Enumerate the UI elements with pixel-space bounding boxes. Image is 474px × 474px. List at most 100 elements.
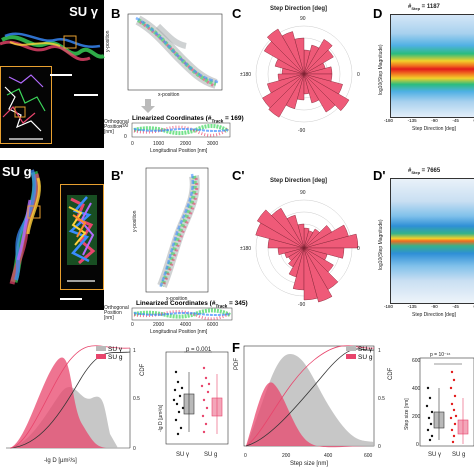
heatmap-xlabel: Step Direction [deg]: [412, 312, 456, 318]
rose-tick-90: 90: [300, 190, 306, 196]
panel-label-b-prime: B': [111, 168, 124, 183]
e-cdf-label: CDF: [140, 363, 146, 376]
rose-tick-90: 90: [300, 16, 306, 22]
panel-b-prime-plot: [145, 167, 209, 293]
longitudinal-axis-label: Longitudinal Position [nm]: [150, 329, 208, 335]
rose-wedge: [267, 238, 305, 249]
xtick: 2000: [153, 322, 165, 328]
f-xtick: 600: [364, 453, 373, 459]
inset-zoom-su-gamma: [0, 66, 52, 144]
heatmap-xticks: -180-135-90-450: [384, 304, 474, 309]
orthogonal-axis-label: Orthogonal Position [nm]: [104, 305, 129, 321]
f-box-cat: SU γ: [428, 452, 442, 458]
legend-item-su-g: SU g: [346, 354, 372, 362]
rose-plot-step-direction: [255, 199, 359, 303]
y-axis-label: y-position: [105, 30, 111, 52]
microscopy-image-su-gamma: SU γ: [0, 0, 105, 148]
legend: SU γ SU g: [346, 346, 372, 362]
heatmap-title: #Step = 7665: [408, 168, 441, 176]
legend-item-su-g: SU g: [96, 354, 122, 362]
scale-bar: [50, 74, 72, 76]
xtick: 3000: [207, 141, 219, 147]
rose-wedge: [303, 228, 320, 249]
heatmap-step-magnitude: [390, 178, 474, 304]
f-box-tick: 600: [412, 358, 421, 364]
scale-bar: [60, 298, 82, 300]
heatmap-xticks: -180-135-90-450: [384, 118, 474, 123]
rose-wedge: [255, 222, 305, 249]
rose-wedge: [303, 73, 350, 112]
panel-b-plot: [127, 13, 223, 91]
down-arrow-icon: [141, 99, 155, 113]
linearized-plot: [131, 307, 233, 321]
e-box-pvalue: p = 0.001: [186, 347, 212, 353]
rose-plot-step-direction: [255, 25, 353, 123]
panel-label-f: F: [232, 340, 240, 355]
su-gamma-label: SU γ: [69, 4, 98, 19]
cdf-tick: 1: [378, 348, 381, 354]
legend: SU γ SU g: [96, 346, 122, 362]
xtick: 0: [131, 141, 134, 147]
rose-tick-0: 0: [357, 72, 360, 78]
orthogonal-axis-label: Orthogonal Position [nm]: [104, 119, 129, 135]
panel-label-b: B: [111, 6, 121, 21]
rose-wedge: [285, 73, 305, 110]
rose-wedge: [268, 73, 305, 118]
xtick: 2000: [180, 141, 192, 147]
panel-f-density-plot: [243, 345, 375, 448]
x-axis-label: x-position: [166, 296, 188, 302]
rose-tick-0: 0: [357, 246, 360, 252]
scale-bar: [74, 94, 98, 96]
x-axis-label: x-position: [158, 92, 180, 98]
rose-grid-ring: [255, 25, 353, 123]
f-xtick: 0: [244, 453, 247, 459]
cdf-tick: 0: [378, 444, 381, 450]
rose-wedge: [303, 224, 349, 249]
rose-wedge: [266, 28, 305, 75]
linearized-title: Linearized Coordinates (#Track = 345): [136, 300, 248, 309]
e-xlabel: -lg D [µm²/s]: [44, 458, 77, 464]
rose-wedge: [303, 39, 333, 75]
panel-label-d: D: [373, 6, 383, 21]
legend-item-su-gamma: SU γ: [96, 346, 122, 354]
rose-wedge: [303, 247, 339, 290]
cdf-tick: 0.5: [133, 396, 140, 402]
inset-zoom-su-g: [60, 184, 104, 290]
panel-label-c: C: [232, 6, 242, 21]
heatmap-xlabel: Step Direction [deg]: [412, 126, 456, 132]
rose-tick-m90: -90: [298, 302, 306, 308]
rose-title: Step Direction [deg]: [270, 178, 328, 184]
rose-wedge: [284, 247, 305, 259]
rose-tick-180: ±180: [240, 72, 252, 78]
f-box-ylabel: Step size [nm]: [404, 398, 410, 430]
ytick: 0: [124, 134, 127, 140]
microscopy-tracks-su-g: [9, 169, 41, 285]
rose-wedge: [303, 247, 333, 303]
rose-wedge: [256, 209, 305, 249]
f-box-tick: 0: [416, 442, 419, 448]
f-xlabel: Step size [nm]: [290, 461, 329, 467]
rose-wedge: [263, 41, 305, 75]
rose-wedge: [274, 58, 305, 75]
microscopy-image-su-g: SU g: [0, 160, 104, 310]
xtick: 4000: [180, 322, 192, 328]
xtick: 0: [131, 322, 134, 328]
rose-wedge: [303, 247, 334, 273]
cdf-tick: 0.5: [378, 396, 385, 402]
ytick: 200: [120, 123, 129, 129]
heatmap-title: #Step = 1187: [408, 4, 440, 12]
cdf-tick: 1: [133, 348, 136, 354]
heatmap-step-magnitude: [390, 14, 474, 118]
rose-wedge: [303, 247, 345, 259]
panel-e-boxplot: [165, 351, 229, 445]
f-box-tick: 200: [412, 414, 421, 420]
rose-wedge: [297, 73, 305, 101]
legend-item-su-gamma: SU γ: [346, 346, 372, 354]
rose-wedge: [303, 44, 320, 75]
rose-wedge: [303, 73, 333, 82]
su-g-label: SU g: [2, 164, 32, 179]
f-cdf-label: CDF: [388, 367, 394, 380]
microscopy-tracks-su-gamma: [0, 32, 105, 61]
rose-wedge: [303, 225, 332, 249]
y-axis-label: y-position: [132, 210, 138, 232]
